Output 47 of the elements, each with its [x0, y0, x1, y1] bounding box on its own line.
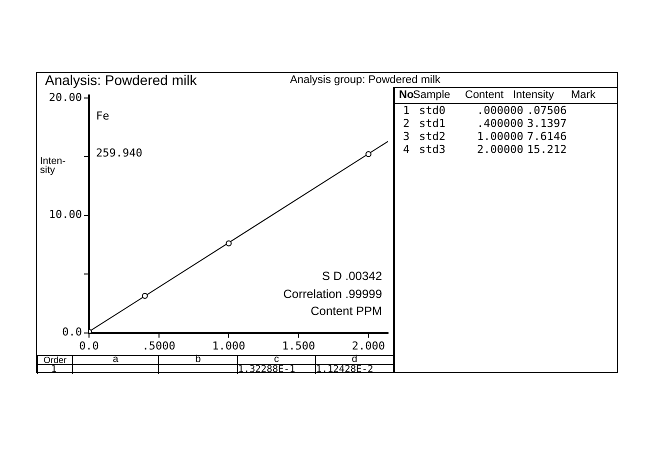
text: 1.12428E-2	[316, 364, 374, 375]
annotation: S D .00342	[322, 268, 382, 283]
text: std3	[419, 143, 446, 156]
point	[365, 151, 372, 158]
x-tick-label: 1.500	[282, 339, 316, 352]
chart-title: Analysis: Powdered milk	[45, 72, 197, 88]
text: c	[237, 354, 315, 365]
annotation: 259.940	[96, 146, 142, 160]
text: 1.32288E-1	[238, 364, 296, 375]
text: 1	[51, 364, 57, 375]
text: 3	[403, 130, 410, 143]
annotation: Fe	[96, 110, 110, 123]
y-tick-label: 20.00	[48, 90, 82, 104]
text: Intensity	[513, 89, 554, 101]
annotation: Correlation .99999	[283, 286, 382, 301]
text: std2	[419, 130, 446, 143]
text: 2	[403, 117, 410, 130]
text: std1	[419, 117, 446, 130]
text: Mark	[571, 89, 596, 101]
text: No	[399, 89, 414, 101]
text: std0	[419, 104, 446, 117]
y-tick-label: 10.00	[48, 208, 82, 222]
text: 4	[403, 143, 410, 156]
y-tick-label: 0.0	[62, 326, 82, 339]
y-axis-title: Inten-sity	[40, 156, 67, 176]
text: .07506	[527, 104, 567, 117]
text: 3.1397	[527, 117, 567, 130]
point	[226, 240, 232, 246]
text: Order	[37, 355, 72, 365]
text: 15.212	[527, 143, 567, 156]
text: .400000	[477, 117, 524, 130]
text: 7.6146	[527, 130, 567, 143]
text: .000000	[477, 104, 524, 117]
text: 2.00000	[477, 143, 524, 156]
x-tick-label: 1.000	[212, 339, 246, 352]
x-tick-label: 0.0	[79, 339, 99, 352]
x-axis-title: Content PPM	[310, 304, 382, 318]
text: Sample	[413, 89, 450, 101]
text: Content	[465, 89, 504, 101]
chart-subtitle: Analysis group: Powdered milk	[290, 74, 440, 86]
text: 1.00000	[477, 130, 524, 143]
text: 1	[403, 104, 410, 117]
x-tick-label: .5000	[142, 339, 176, 352]
text: a	[72, 354, 158, 365]
x-tick-label: 2.000	[352, 339, 385, 352]
point	[142, 292, 148, 299]
text: d	[315, 354, 393, 365]
